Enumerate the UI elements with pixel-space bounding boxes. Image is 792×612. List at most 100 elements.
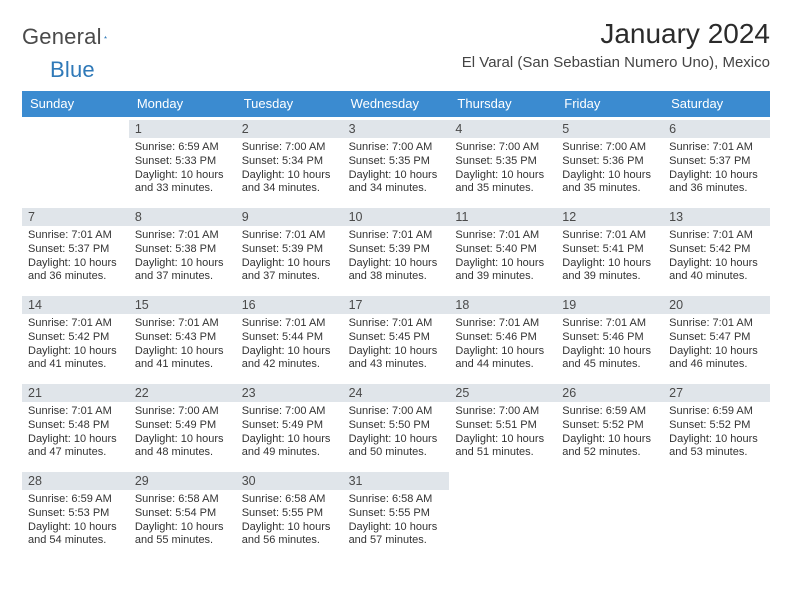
sunrise-text: Sunrise: 7:01 AM	[669, 141, 764, 155]
daylight-text: Daylight: 10 hours and 37 minutes.	[242, 257, 337, 285]
day-cell	[556, 469, 663, 557]
dow-wednesday: Wednesday	[343, 91, 450, 117]
day-number-band: 25	[449, 384, 556, 402]
sunset-text: Sunset: 5:34 PM	[242, 155, 337, 169]
sunset-text: Sunset: 5:39 PM	[349, 243, 444, 257]
sunset-text: Sunset: 5:37 PM	[28, 243, 123, 257]
day-number-band: 28	[22, 472, 129, 490]
week-row: 28Sunrise: 6:59 AMSunset: 5:53 PMDayligh…	[22, 469, 770, 557]
daylight-text: Daylight: 10 hours and 36 minutes.	[669, 169, 764, 197]
day-number: 9	[242, 210, 249, 224]
day-number: 2	[242, 122, 249, 136]
sunrise-text: Sunrise: 7:01 AM	[135, 229, 230, 243]
sunrise-text: Sunrise: 7:01 AM	[28, 317, 123, 331]
sunrise-text: Sunrise: 6:58 AM	[135, 493, 230, 507]
sunrise-text: Sunrise: 7:01 AM	[455, 229, 550, 243]
day-cell: 15Sunrise: 7:01 AMSunset: 5:43 PMDayligh…	[129, 293, 236, 381]
daylight-text: Daylight: 10 hours and 35 minutes.	[562, 169, 657, 197]
day-number-band: 6	[663, 120, 770, 138]
daylight-text: Daylight: 10 hours and 36 minutes.	[28, 257, 123, 285]
day-number-band: 17	[343, 296, 450, 314]
day-number: 16	[242, 298, 256, 312]
day-number-band: 20	[663, 296, 770, 314]
dow-tuesday: Tuesday	[236, 91, 343, 117]
day-cell: 8Sunrise: 7:01 AMSunset: 5:38 PMDaylight…	[129, 205, 236, 293]
daylight-text: Daylight: 10 hours and 46 minutes.	[669, 345, 764, 373]
daylight-text: Daylight: 10 hours and 53 minutes.	[669, 433, 764, 461]
sunrise-text: Sunrise: 7:01 AM	[349, 317, 444, 331]
day-number: 26	[562, 386, 576, 400]
weeks-container: 1Sunrise: 6:59 AMSunset: 5:33 PMDaylight…	[22, 117, 770, 557]
day-number-band: 30	[236, 472, 343, 490]
day-cell	[663, 469, 770, 557]
daylight-text: Daylight: 10 hours and 41 minutes.	[28, 345, 123, 373]
daylight-text: Daylight: 10 hours and 57 minutes.	[349, 521, 444, 549]
daylight-text: Daylight: 10 hours and 33 minutes.	[135, 169, 230, 197]
sunset-text: Sunset: 5:42 PM	[669, 243, 764, 257]
daylight-text: Daylight: 10 hours and 44 minutes.	[455, 345, 550, 373]
day-cell: 12Sunrise: 7:01 AMSunset: 5:41 PMDayligh…	[556, 205, 663, 293]
sunrise-text: Sunrise: 6:59 AM	[562, 405, 657, 419]
daylight-text: Daylight: 10 hours and 37 minutes.	[135, 257, 230, 285]
day-number: 31	[349, 474, 363, 488]
calendar: Sunday Monday Tuesday Wednesday Thursday…	[22, 91, 770, 557]
day-cell: 26Sunrise: 6:59 AMSunset: 5:52 PMDayligh…	[556, 381, 663, 469]
daylight-text: Daylight: 10 hours and 34 minutes.	[242, 169, 337, 197]
day-number-band: 23	[236, 384, 343, 402]
sunset-text: Sunset: 5:35 PM	[455, 155, 550, 169]
title-block: January 2024 El Varal (San Sebastian Num…	[462, 18, 770, 71]
day-number: 5	[562, 122, 569, 136]
daylight-text: Daylight: 10 hours and 54 minutes.	[28, 521, 123, 549]
sunset-text: Sunset: 5:55 PM	[242, 507, 337, 521]
day-number-band: 2	[236, 120, 343, 138]
dow-sunday: Sunday	[22, 91, 129, 117]
day-number-band: 31	[343, 472, 450, 490]
sunset-text: Sunset: 5:49 PM	[135, 419, 230, 433]
day-number: 1	[135, 122, 142, 136]
week-row: 1Sunrise: 6:59 AMSunset: 5:33 PMDaylight…	[22, 117, 770, 205]
day-cell: 20Sunrise: 7:01 AMSunset: 5:47 PMDayligh…	[663, 293, 770, 381]
day-number: 18	[455, 298, 469, 312]
sunset-text: Sunset: 5:46 PM	[455, 331, 550, 345]
sunrise-text: Sunrise: 7:00 AM	[349, 405, 444, 419]
daylight-text: Daylight: 10 hours and 35 minutes.	[455, 169, 550, 197]
week-row: 14Sunrise: 7:01 AMSunset: 5:42 PMDayligh…	[22, 293, 770, 381]
day-number: 15	[135, 298, 149, 312]
sunrise-text: Sunrise: 7:01 AM	[135, 317, 230, 331]
sunset-text: Sunset: 5:45 PM	[349, 331, 444, 345]
day-cell: 31Sunrise: 6:58 AMSunset: 5:55 PMDayligh…	[343, 469, 450, 557]
day-cell: 6 Sunrise: 7:01 AMSunset: 5:37 PMDaylight…	[663, 117, 770, 205]
daylight-text: Daylight: 10 hours and 50 minutes.	[349, 433, 444, 461]
week-row: 21Sunrise: 7:01 AMSunset: 5:48 PMDayligh…	[22, 381, 770, 469]
day-cell: 28Sunrise: 6:59 AMSunset: 5:53 PMDayligh…	[22, 469, 129, 557]
day-cell: 19Sunrise: 7:01 AMSunset: 5:46 PMDayligh…	[556, 293, 663, 381]
dow-saturday: Saturday	[663, 91, 770, 117]
daylight-text: Daylight: 10 hours and 49 minutes.	[242, 433, 337, 461]
day-number: 13	[669, 210, 683, 224]
sunrise-text: Sunrise: 7:01 AM	[669, 229, 764, 243]
day-number-band: 14	[22, 296, 129, 314]
day-cell: 13Sunrise: 7:01 AMSunset: 5:42 PMDayligh…	[663, 205, 770, 293]
sunrise-text: Sunrise: 7:00 AM	[455, 405, 550, 419]
day-cell: 24Sunrise: 7:00 AMSunset: 5:50 PMDayligh…	[343, 381, 450, 469]
dow-monday: Monday	[129, 91, 236, 117]
day-number: 24	[349, 386, 363, 400]
sunset-text: Sunset: 5:33 PM	[135, 155, 230, 169]
day-number-band: 5	[556, 120, 663, 138]
day-number: 7	[28, 210, 35, 224]
daylight-text: Daylight: 10 hours and 47 minutes.	[28, 433, 123, 461]
day-cell: 23Sunrise: 7:00 AMSunset: 5:49 PMDayligh…	[236, 381, 343, 469]
day-number: 27	[669, 386, 683, 400]
day-number-band	[556, 472, 663, 490]
day-cell: 25Sunrise: 7:00 AMSunset: 5:51 PMDayligh…	[449, 381, 556, 469]
day-cell: 17Sunrise: 7:01 AMSunset: 5:45 PMDayligh…	[343, 293, 450, 381]
day-number: 22	[135, 386, 149, 400]
daylight-text: Daylight: 10 hours and 48 minutes.	[135, 433, 230, 461]
day-number-band: 13	[663, 208, 770, 226]
sunrise-text: Sunrise: 6:59 AM	[28, 493, 123, 507]
sunset-text: Sunset: 5:51 PM	[455, 419, 550, 433]
sunrise-text: Sunrise: 7:01 AM	[455, 317, 550, 331]
sunset-text: Sunset: 5:37 PM	[669, 155, 764, 169]
day-cell: 1Sunrise: 6:59 AMSunset: 5:33 PMDaylight…	[129, 117, 236, 205]
sunrise-text: Sunrise: 7:01 AM	[242, 229, 337, 243]
